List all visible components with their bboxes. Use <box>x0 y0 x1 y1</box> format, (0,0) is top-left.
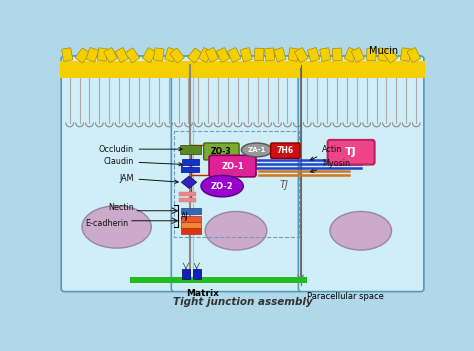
Text: Matrix: Matrix <box>186 289 219 298</box>
Ellipse shape <box>205 212 267 250</box>
FancyBboxPatch shape <box>367 48 376 61</box>
Ellipse shape <box>82 206 151 248</box>
Text: TJ: TJ <box>279 180 288 190</box>
Text: AJ: AJ <box>181 212 188 221</box>
Text: Mucin: Mucin <box>369 46 399 57</box>
FancyBboxPatch shape <box>206 48 219 62</box>
FancyBboxPatch shape <box>199 48 212 62</box>
FancyBboxPatch shape <box>115 48 128 62</box>
FancyBboxPatch shape <box>378 48 389 61</box>
FancyBboxPatch shape <box>401 48 411 61</box>
Bar <box>174 131 299 237</box>
Ellipse shape <box>241 143 272 157</box>
FancyBboxPatch shape <box>86 48 99 62</box>
Bar <box>179 192 196 196</box>
FancyBboxPatch shape <box>228 48 241 62</box>
FancyBboxPatch shape <box>298 56 424 292</box>
FancyBboxPatch shape <box>104 48 117 62</box>
FancyBboxPatch shape <box>288 48 299 61</box>
FancyBboxPatch shape <box>308 48 319 62</box>
FancyBboxPatch shape <box>271 143 300 158</box>
FancyBboxPatch shape <box>61 56 175 292</box>
Text: ZO-1: ZO-1 <box>221 161 244 171</box>
FancyBboxPatch shape <box>320 48 331 61</box>
Bar <box>182 222 201 228</box>
Text: ZO-3: ZO-3 <box>211 147 232 156</box>
Bar <box>180 145 201 154</box>
Bar <box>60 61 425 78</box>
Bar <box>193 269 201 278</box>
Bar <box>179 198 196 202</box>
FancyBboxPatch shape <box>328 140 374 165</box>
Text: Paracellular space: Paracellular space <box>307 292 384 302</box>
FancyBboxPatch shape <box>345 48 357 62</box>
Text: Myosin: Myosin <box>310 159 350 172</box>
Text: ZA-1: ZA-1 <box>247 147 266 153</box>
Text: E-cadherin: E-cadherin <box>85 219 128 227</box>
Text: ZO-2: ZO-2 <box>211 181 234 191</box>
FancyBboxPatch shape <box>62 48 73 61</box>
Text: Occludin: Occludin <box>99 145 182 154</box>
Text: JAM: JAM <box>119 174 178 183</box>
FancyBboxPatch shape <box>264 48 275 61</box>
Ellipse shape <box>201 176 243 197</box>
FancyBboxPatch shape <box>170 48 184 63</box>
FancyBboxPatch shape <box>407 48 420 62</box>
Ellipse shape <box>330 212 392 250</box>
FancyBboxPatch shape <box>125 48 139 63</box>
Bar <box>130 277 307 283</box>
FancyBboxPatch shape <box>351 48 365 62</box>
FancyBboxPatch shape <box>143 48 156 62</box>
Text: Nectin: Nectin <box>108 203 134 212</box>
Text: 7H6: 7H6 <box>277 146 294 155</box>
FancyBboxPatch shape <box>75 48 90 63</box>
FancyBboxPatch shape <box>164 48 177 62</box>
FancyBboxPatch shape <box>294 48 308 62</box>
FancyBboxPatch shape <box>171 56 302 292</box>
Text: Tight junction assembly: Tight junction assembly <box>173 297 313 307</box>
FancyBboxPatch shape <box>188 48 202 63</box>
Text: Actin: Actin <box>310 145 343 160</box>
FancyBboxPatch shape <box>274 48 286 62</box>
FancyBboxPatch shape <box>154 48 164 61</box>
Bar <box>182 208 201 214</box>
Text: TJ: TJ <box>345 147 356 157</box>
Polygon shape <box>182 176 197 188</box>
Bar <box>182 229 201 234</box>
FancyBboxPatch shape <box>383 48 398 63</box>
FancyBboxPatch shape <box>97 48 108 61</box>
FancyBboxPatch shape <box>217 48 229 62</box>
FancyBboxPatch shape <box>332 48 342 61</box>
Bar <box>182 167 199 172</box>
FancyBboxPatch shape <box>255 48 264 61</box>
FancyBboxPatch shape <box>204 143 239 160</box>
FancyBboxPatch shape <box>209 155 256 177</box>
Bar <box>182 269 190 278</box>
Text: Claudin: Claudin <box>103 157 182 166</box>
Bar <box>182 216 201 221</box>
FancyBboxPatch shape <box>240 48 252 62</box>
Bar <box>182 159 199 165</box>
